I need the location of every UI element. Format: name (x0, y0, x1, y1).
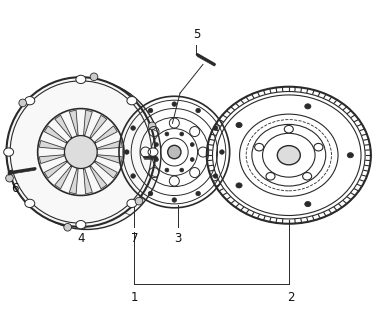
Ellipse shape (347, 153, 354, 158)
Polygon shape (39, 140, 64, 149)
Ellipse shape (303, 172, 312, 180)
Ellipse shape (148, 148, 158, 156)
Ellipse shape (76, 75, 86, 84)
Ellipse shape (131, 174, 136, 178)
Ellipse shape (255, 143, 264, 151)
Ellipse shape (219, 150, 224, 154)
Ellipse shape (124, 150, 129, 154)
Polygon shape (44, 126, 67, 143)
Text: 2: 2 (287, 291, 295, 304)
Ellipse shape (180, 132, 183, 136)
Ellipse shape (19, 99, 26, 107)
Ellipse shape (25, 199, 35, 208)
Ellipse shape (196, 108, 200, 113)
Ellipse shape (148, 108, 153, 113)
Ellipse shape (305, 202, 311, 207)
Text: 6: 6 (11, 182, 19, 195)
Polygon shape (90, 116, 107, 138)
Ellipse shape (266, 172, 275, 180)
Ellipse shape (76, 220, 86, 229)
Ellipse shape (165, 132, 169, 136)
Ellipse shape (236, 123, 242, 128)
Ellipse shape (284, 125, 293, 133)
Ellipse shape (135, 197, 143, 205)
Ellipse shape (180, 168, 183, 172)
Ellipse shape (148, 191, 153, 196)
Ellipse shape (90, 73, 98, 81)
Ellipse shape (6, 174, 13, 182)
Ellipse shape (64, 136, 97, 169)
Text: 7: 7 (131, 232, 138, 245)
Ellipse shape (277, 146, 300, 165)
Ellipse shape (127, 199, 137, 208)
Polygon shape (39, 155, 64, 164)
Ellipse shape (4, 148, 14, 156)
Ellipse shape (305, 104, 311, 109)
Ellipse shape (154, 157, 158, 161)
Text: 4: 4 (77, 232, 85, 245)
Ellipse shape (168, 145, 181, 159)
Text: 5: 5 (193, 28, 200, 41)
Ellipse shape (131, 126, 136, 130)
Polygon shape (90, 166, 107, 189)
Polygon shape (69, 169, 78, 194)
Ellipse shape (154, 143, 158, 147)
Polygon shape (55, 166, 72, 189)
Polygon shape (55, 116, 72, 138)
Text: 1: 1 (131, 291, 138, 304)
Ellipse shape (236, 183, 242, 188)
Polygon shape (95, 161, 117, 178)
Ellipse shape (190, 143, 194, 147)
Ellipse shape (190, 157, 194, 161)
Text: 3: 3 (174, 232, 182, 245)
Ellipse shape (196, 191, 200, 196)
Ellipse shape (213, 126, 218, 130)
Ellipse shape (64, 223, 72, 231)
Polygon shape (44, 161, 67, 178)
Ellipse shape (165, 168, 169, 172)
Polygon shape (98, 155, 122, 164)
Polygon shape (83, 169, 92, 194)
Ellipse shape (172, 102, 177, 106)
Ellipse shape (213, 174, 218, 178)
Polygon shape (83, 110, 92, 135)
Ellipse shape (172, 198, 177, 202)
Ellipse shape (314, 143, 323, 151)
Ellipse shape (127, 97, 137, 105)
Ellipse shape (25, 97, 35, 105)
Polygon shape (98, 140, 122, 149)
Ellipse shape (7, 77, 155, 227)
Ellipse shape (12, 80, 161, 229)
Ellipse shape (148, 122, 156, 130)
Polygon shape (69, 110, 78, 135)
Polygon shape (95, 126, 117, 143)
